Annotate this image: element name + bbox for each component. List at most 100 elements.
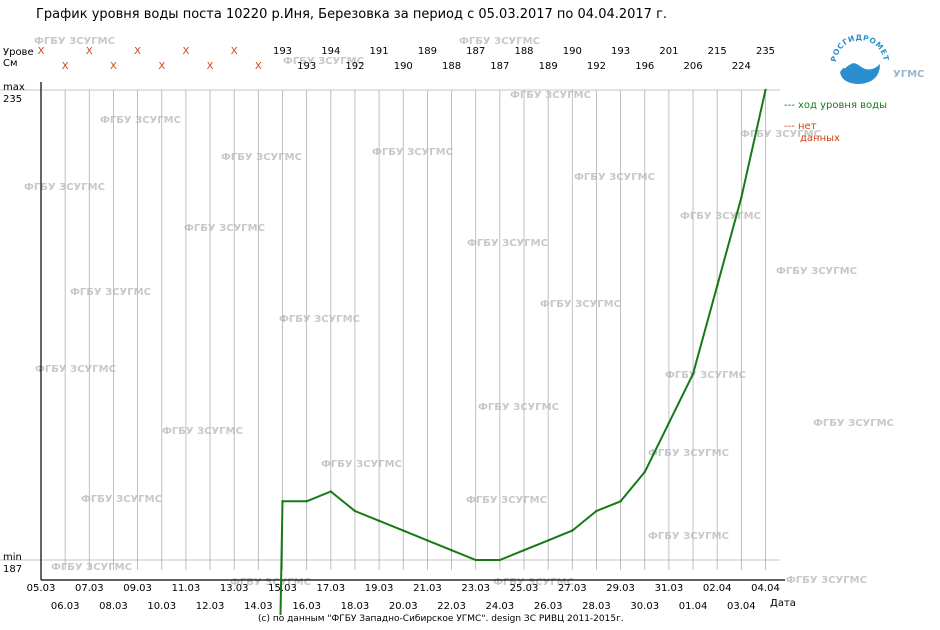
watermark-14: ФГБУ ЗСУГМС (70, 287, 151, 298)
watermark-26: ФГБУ ЗСУГМС (648, 531, 729, 542)
top-value-22.03: 188 (442, 61, 461, 72)
watermarks: ФГБУ ЗСУГМС ФГБУ ЗСУГМС ФГБУ ЗСУГМС ФГБУ ЗС… (24, 36, 894, 588)
top-value-16.03: 193 (297, 61, 316, 72)
x-tick-29.03: 29.03 (606, 583, 635, 594)
x-tick-04.04: 04.04 (751, 583, 780, 594)
legend-no-data-line1: --- нет (784, 121, 817, 132)
x-tick-30.03: 30.03 (630, 601, 659, 612)
top-value-17.03: 194 (321, 46, 340, 57)
data-point-17.03 (329, 490, 332, 493)
watermark-15: ФГБУ ЗСУГМС (540, 299, 621, 310)
data-point-22.03 (450, 549, 453, 552)
top-value-04.04: 235 (756, 46, 775, 57)
top-value-02.04: 215 (708, 46, 727, 57)
data-point-16.03 (305, 500, 308, 503)
top-value-05.03: X (38, 46, 45, 57)
x-tick-22.03: 22.03 (437, 601, 466, 612)
top-value-23.03: 187 (466, 46, 485, 57)
logo-text: УГМС (893, 69, 925, 80)
data-point-23.03 (474, 558, 477, 562)
x-tick-06.03: 06.03 (51, 601, 80, 612)
top-value-row: X X X X X X X X X X 193 193 194 192 191 190 189 188 187 187… (38, 46, 775, 72)
data-point-18.03 (353, 509, 357, 513)
top-value-07.03: X (86, 46, 93, 57)
top-value-01.04: 206 (684, 61, 703, 72)
x-tick-labels: 05.03 06.03 07.03 08.03 09.03 10.03 11.03 12.03… (27, 583, 780, 612)
data-point-01.04 (691, 372, 695, 376)
watermark-9: ФГБУ ЗСУГМС (574, 172, 655, 183)
x-tick-14.03: 14.03 (244, 601, 273, 612)
data-point-02.04 (716, 284, 719, 288)
watermark-8: ФГБУ ЗСУГМС (24, 182, 105, 193)
watermark-3: ФГБУ ЗСУГМС (510, 90, 591, 101)
x-tick-17.03: 17.03 (316, 583, 345, 594)
watermark-23: ФГБУ ЗСУГМС (321, 459, 402, 470)
data-point-03.04 (740, 196, 743, 199)
watermark-20: ФГБУ ЗСУГМС (813, 418, 894, 429)
watermark-0: ФГБУ ЗСУГМС (34, 36, 115, 47)
watermark-25: ФГБУ ЗСУГМС (466, 495, 547, 506)
top-value-10.03: X (158, 61, 165, 72)
footer-credit: (c) по данным "ФГБУ Западно-Сибирское УГ… (258, 614, 624, 624)
top-value-09.03: X (134, 46, 141, 57)
watermark-30: ФГБУ ЗСУГМС (230, 577, 311, 588)
x-tick-03.04: 03.04 (727, 601, 756, 612)
top-value-12.03: X (207, 61, 214, 72)
data-point-21.03 (426, 539, 429, 542)
top-value-19.03: 191 (370, 46, 389, 57)
watermark-24: ФГБУ ЗСУГМС (81, 494, 162, 505)
x-tick-07.03: 07.03 (75, 583, 104, 594)
watermark-17: ФГБУ ЗСУГМС (35, 364, 116, 375)
x-tick-27.03: 27.03 (558, 583, 587, 594)
top-value-21.03: 189 (418, 46, 437, 57)
x-tick-26.03: 26.03 (534, 601, 563, 612)
legend-level: --- ход уровня воды (784, 100, 887, 111)
watermark-29: ФГБУ ЗСУГМС (493, 577, 574, 588)
data-point-26.03 (546, 539, 550, 542)
x-axis-label: Дата (770, 598, 796, 609)
x-tick-25.03: 25.03 (510, 583, 539, 594)
watermark-4: ФГБУ ЗСУГМС (100, 115, 181, 126)
x-tick-02.04: 02.04 (703, 583, 732, 594)
x-tick-18.03: 18.03 (341, 601, 370, 612)
max-value: 235 (3, 94, 22, 105)
top-value-31.03: 201 (659, 46, 678, 57)
top-value-27.03: 190 (563, 46, 582, 57)
x-tick-21.03: 21.03 (413, 583, 442, 594)
top-value-15.03: 193 (273, 46, 292, 57)
data-point-25.03 (522, 549, 526, 552)
roshydromet-logo: РОСГИДРОМЕТ (829, 33, 890, 84)
data-point-19.03 (377, 519, 381, 523)
watermark-1: ФГБУ ЗСУГМС (459, 36, 540, 47)
grid-lines (0, 89, 780, 570)
x-tick-05.03: 05.03 (27, 583, 56, 594)
data-point-27.03 (571, 529, 574, 532)
watermark-10: ФГБУ ЗСУГМС (680, 211, 761, 222)
data-point-30.03 (643, 470, 646, 474)
watermark-21: ФГБУ ЗСУГМС (162, 426, 243, 437)
watermark-19: ФГБУ ЗСУГМС (478, 402, 559, 413)
x-tick-20.03: 20.03 (389, 601, 418, 612)
x-tick-10.03: 10.03 (147, 601, 176, 612)
top-value-11.03: X (182, 46, 189, 57)
top-value-26.03: 189 (539, 61, 558, 72)
watermark-7: ФГБУ ЗСУГМС (372, 147, 453, 158)
watermark-28: ФГБУ ЗСУГМС (786, 575, 867, 586)
watermark-13: ФГБУ ЗСУГМС (776, 266, 857, 277)
top-value-18.03: 192 (345, 61, 364, 72)
watermark-27: ФГБУ ЗСУГМС (51, 562, 132, 573)
x-tick-24.03: 24.03 (486, 601, 515, 612)
x-tick-12.03: 12.03 (196, 601, 225, 612)
top-value-14.03: X (255, 61, 262, 72)
data-point-29.03 (619, 500, 622, 503)
top-value-29.03: 193 (611, 46, 630, 57)
top-value-24.03: 187 (490, 61, 509, 72)
top-value-08.03: X (110, 61, 117, 72)
watermark-11: ФГБУ ЗСУГМС (184, 223, 265, 234)
data-point-24.03 (498, 558, 502, 562)
x-tick-13.03: 13.03 (220, 583, 249, 594)
legend-no-data-line2: данных (800, 133, 840, 144)
legend-no-data: --- нет данных (784, 121, 864, 145)
watermark-5: ФГБУ ЗСУГМС (740, 129, 821, 140)
